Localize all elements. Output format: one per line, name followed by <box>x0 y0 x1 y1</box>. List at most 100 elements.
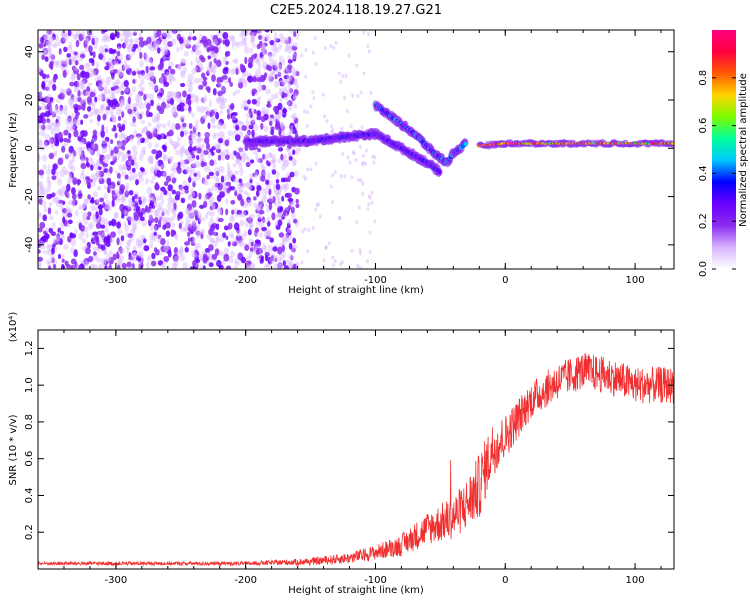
spectrogram-cell <box>89 263 96 269</box>
spectrogram-cell <box>152 37 158 45</box>
spectrogram-cell <box>209 210 215 217</box>
spectrogram-cell <box>143 238 147 244</box>
spectrogram-cell <box>282 210 287 217</box>
spectrogram-cell <box>109 139 114 145</box>
spectrogram-cell <box>68 176 73 183</box>
spectrogram-cell <box>167 197 172 203</box>
spectrogram-cell <box>58 48 62 55</box>
spectrogram-cell <box>87 82 93 87</box>
spectrogram-cell <box>150 60 154 66</box>
spectrogram-cell <box>373 219 377 224</box>
spectrogram-cell <box>267 51 273 57</box>
spectrogram-cell <box>43 250 48 255</box>
spectrogram-cell <box>170 107 177 115</box>
spectrogram-cell <box>123 221 127 226</box>
spectrogram-cell <box>98 86 104 92</box>
spectrogram-cell <box>260 115 266 123</box>
spectrogram-cell <box>249 173 254 181</box>
spectrogram-cell <box>60 233 64 239</box>
spectrogram-cell <box>160 263 166 268</box>
spectrogram-cell <box>38 261 42 269</box>
spectrogram-cell <box>85 260 90 267</box>
spectrogram-cell <box>125 103 129 111</box>
colorbar-gradient <box>712 30 736 269</box>
spectrogram-cell <box>367 49 371 54</box>
spectrogram-cell <box>119 37 124 42</box>
spectrogram-cell <box>295 198 299 204</box>
spectrogram-cell <box>94 77 100 82</box>
spectrogram-cell <box>128 256 134 261</box>
spectrogram-cell <box>168 61 174 67</box>
spectrogram-cell <box>291 93 296 102</box>
spectrogram-cell <box>206 174 211 180</box>
spectrogram-cell <box>303 227 307 232</box>
spectrogram-cell <box>40 124 46 131</box>
spectrogram-cell <box>263 229 269 238</box>
spectrogram-cell <box>257 202 261 211</box>
spectrogram-cell <box>180 160 187 168</box>
spectrogram-cell <box>76 189 83 195</box>
spectrogram-cell <box>125 64 131 71</box>
spectrogram-cell <box>202 201 208 208</box>
spectrogram-cell <box>42 190 48 195</box>
spectrogram-cell <box>144 52 149 59</box>
spectrogram-cell <box>133 121 137 128</box>
spectrogram-cell <box>219 191 226 198</box>
spectrogram-cell <box>94 234 98 241</box>
spectrogram-cell <box>277 219 283 227</box>
spectrogram-cell <box>261 197 267 203</box>
spectrogram-cell <box>100 230 105 238</box>
spectrogram-cell <box>272 115 278 120</box>
spectrogram-cell <box>148 214 153 221</box>
spectrogram-cell <box>163 189 168 196</box>
spectrogram-cell <box>168 91 174 96</box>
spectrogram-cell <box>187 237 191 243</box>
spectrogram-cell <box>124 40 128 49</box>
spectrogram-cell <box>70 247 75 254</box>
spectrogram-cell <box>63 129 69 136</box>
spectrogram-cell <box>156 196 162 201</box>
spectrogram-cell <box>359 251 362 256</box>
spectrogram-cell <box>99 154 103 162</box>
spectrogram-cell <box>51 231 57 237</box>
spectrogram-cell <box>163 44 169 53</box>
spectrogram-cell <box>228 35 235 41</box>
spectrogram-cell <box>68 173 73 179</box>
spectrogram-cell <box>306 110 310 115</box>
spectrogram-cell <box>288 76 293 82</box>
spectrogram-cell <box>115 197 121 203</box>
spectrogram-cell <box>108 256 114 265</box>
spectrogram-cell <box>260 256 264 262</box>
spectrogram-cell <box>183 129 189 135</box>
spectrogram-cell <box>191 112 195 118</box>
spectrogram-cell <box>218 250 225 257</box>
spectrogram-cell <box>235 261 241 266</box>
spectrogram-cell <box>259 204 263 211</box>
spectrogram-cell <box>264 254 269 262</box>
spectrogram-cell <box>140 110 145 116</box>
spectrogram-cell <box>200 160 205 168</box>
spectrogram-cell <box>201 97 205 103</box>
spectrogram-cell <box>292 93 299 99</box>
spectrogram-cell <box>118 126 123 133</box>
spectrogram-cell <box>188 170 193 178</box>
spectrogram-cell <box>266 206 270 214</box>
spectrogram-cell <box>281 237 286 242</box>
spectrogram-cell <box>104 48 108 53</box>
spectrogram-cell <box>290 255 294 261</box>
snr-frame <box>37 329 675 570</box>
spectrogram-cell <box>149 93 155 101</box>
spectrogram-cell <box>323 114 326 119</box>
spectrogram-cell <box>127 219 132 226</box>
spectrogram-cell <box>189 138 193 146</box>
spectrogram-cell <box>38 195 43 200</box>
spectrogram-cell <box>126 136 131 142</box>
spectrogram-cell <box>76 80 81 88</box>
spectrogram-cell <box>145 73 150 81</box>
spectrogram-cell <box>95 221 102 230</box>
spectrogram-cell <box>169 172 175 180</box>
spectrogram-cell <box>286 91 292 98</box>
spectrogram-cell <box>300 53 303 58</box>
spectrogram-cell <box>70 94 75 102</box>
